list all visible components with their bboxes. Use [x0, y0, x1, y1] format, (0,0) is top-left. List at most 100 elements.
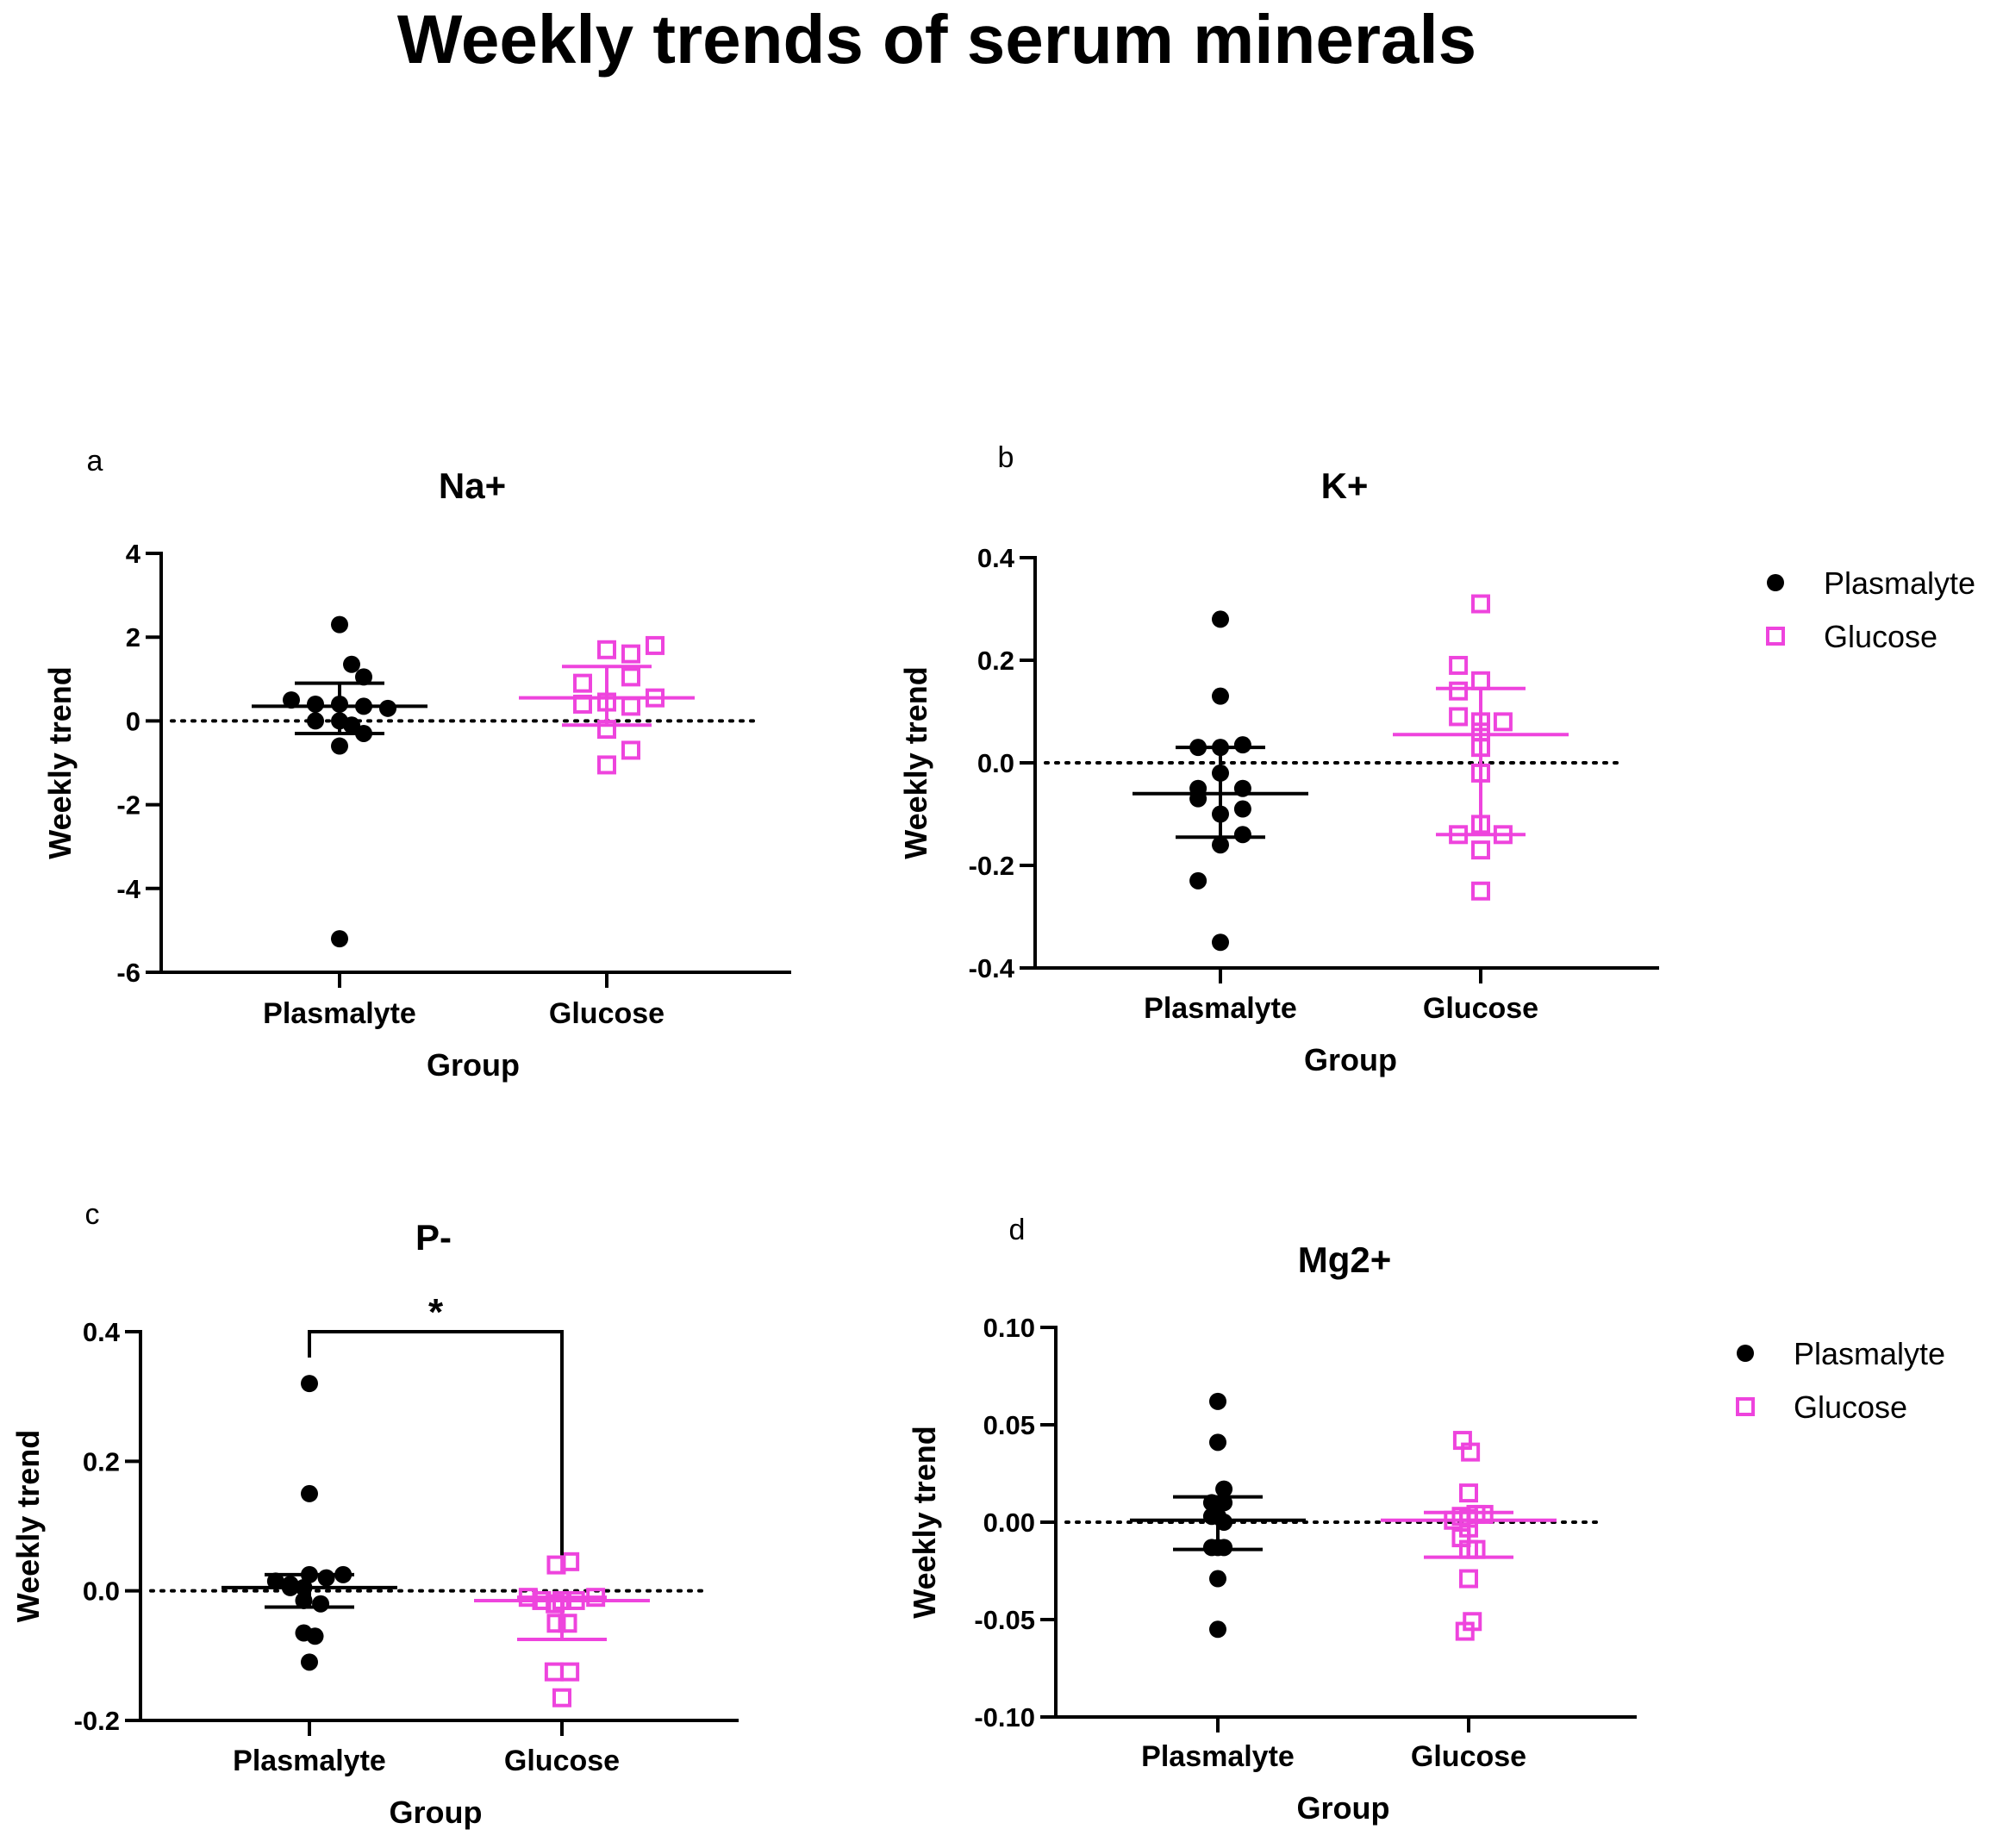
data-point	[1189, 739, 1207, 757]
data-point	[1212, 764, 1229, 782]
data-point	[597, 720, 616, 740]
series-glucose	[474, 1551, 650, 1708]
y-tick-label: 0.00	[983, 1508, 1035, 1538]
data-point	[301, 1565, 318, 1583]
y-tick-label: 0.4	[977, 543, 1015, 573]
data-point	[597, 755, 616, 775]
significance-bracket	[308, 1330, 564, 1556]
data-point	[301, 1653, 318, 1671]
panel-letter: a	[87, 445, 103, 478]
data-point	[1215, 1514, 1233, 1531]
series-plasmalyte	[1133, 610, 1308, 952]
legend: Plasmalyte Glucose	[1736, 1336, 1945, 1425]
data-point	[1471, 671, 1490, 690]
data-point	[646, 635, 665, 655]
panel-letter: b	[998, 441, 1014, 474]
data-point	[1233, 800, 1251, 818]
data-point	[281, 1578, 299, 1596]
data-point	[1471, 712, 1490, 732]
data-point	[301, 1375, 318, 1393]
y-tick-label: -0.10	[974, 1702, 1035, 1732]
data-point	[1212, 836, 1229, 854]
y-tick-label: 4	[126, 539, 141, 569]
data-point	[1471, 840, 1490, 860]
data-point	[1202, 1494, 1220, 1512]
y-axis-label: Weekly trend	[42, 666, 78, 858]
series-glucose	[1393, 594, 1569, 901]
x-axis-label: Group	[390, 1795, 483, 1830]
chart-panel-a: a Na+ 4 2 0 -2 -4 -6 Plasmalyte Glucose Group Weekl…	[42, 445, 791, 1083]
chart-panel-b: b K+ 0.4 0.2 0.0 -0.2 -0.4 Plasmalyte Glucose Gro…	[898, 441, 1975, 1077]
data-point	[546, 1555, 566, 1575]
data-point	[1212, 739, 1229, 757]
panel-title: Mg2+	[1298, 1239, 1392, 1280]
data-point	[621, 696, 640, 716]
data-point	[355, 697, 372, 715]
y-tick-label: 0.2	[977, 646, 1014, 676]
data-point	[1215, 1539, 1233, 1557]
y-tick-label: 0.0	[83, 1576, 120, 1607]
data-point	[331, 695, 348, 713]
y-axis-label: Weekly trend	[907, 1426, 942, 1618]
data-point	[295, 1578, 313, 1596]
data-point	[331, 930, 348, 948]
y-tick-label: 2	[126, 622, 140, 652]
x-category-label: Plasmalyte	[1141, 1740, 1295, 1773]
chart-panel-d: d Mg2+ 0.10 0.05 0.00 -0.05 -0.10 Plasmalyte Glu…	[907, 1214, 1945, 1826]
data-point	[552, 1688, 571, 1708]
legend-marker-circle	[1767, 574, 1784, 591]
data-point	[646, 688, 665, 708]
data-point	[283, 691, 300, 709]
data-point	[1212, 805, 1229, 823]
y-tick-label: -6	[116, 958, 140, 988]
data-point	[312, 1595, 330, 1613]
data-point	[1463, 1612, 1482, 1632]
page-title: Weekly trends of serum minerals	[397, 1, 1476, 78]
y-tick-label: -0.05	[974, 1605, 1035, 1635]
x-category-label: Glucose	[1411, 1740, 1526, 1773]
data-point	[1215, 1480, 1233, 1498]
data-point	[560, 1551, 580, 1571]
data-point	[1459, 1518, 1478, 1538]
panel-letter: c	[85, 1198, 100, 1231]
legend-marker-square	[1766, 627, 1785, 646]
series-plasmalyte	[1130, 1392, 1306, 1639]
x-category-label: Glucose	[1423, 992, 1538, 1025]
data-point	[295, 1591, 313, 1609]
chart-panel-c: c P- 0.4 0.2 0.0 -0.2 Plasmalyte Glucose Group We…	[10, 1198, 739, 1830]
data-point	[1189, 871, 1207, 890]
data-point	[1212, 933, 1229, 952]
data-point	[379, 699, 396, 717]
x-axis-label: Group	[427, 1047, 520, 1083]
data-point	[331, 737, 348, 755]
legend-label: Glucose	[1824, 619, 1937, 654]
data-point	[1209, 1392, 1226, 1410]
panel-title: Na+	[439, 465, 506, 506]
data-point	[1471, 815, 1490, 834]
data-point	[1471, 881, 1490, 901]
data-point	[266, 1572, 284, 1590]
data-point	[546, 1614, 566, 1633]
y-tick-label: -2	[116, 790, 140, 821]
data-point	[597, 692, 616, 712]
data-point	[1493, 825, 1513, 845]
data-point	[317, 1569, 335, 1587]
data-point	[544, 1662, 564, 1682]
data-point	[1459, 1483, 1478, 1503]
series-plasmalyte	[252, 615, 427, 948]
data-point	[355, 668, 372, 686]
data-point	[552, 1590, 571, 1610]
data-point	[1493, 712, 1513, 732]
y-tick-label: 0.2	[83, 1446, 120, 1477]
series-plasmalyte	[222, 1375, 397, 1671]
data-point	[334, 1565, 353, 1583]
data-point	[1449, 681, 1469, 701]
data-point	[343, 716, 360, 734]
panel-title: P-	[415, 1217, 452, 1258]
data-point	[518, 1588, 538, 1608]
legend-label: Plasmalyte	[1794, 1336, 1945, 1371]
data-point	[621, 644, 640, 664]
data-point	[1474, 1504, 1494, 1524]
y-axis-label: Weekly trend	[10, 1430, 46, 1622]
